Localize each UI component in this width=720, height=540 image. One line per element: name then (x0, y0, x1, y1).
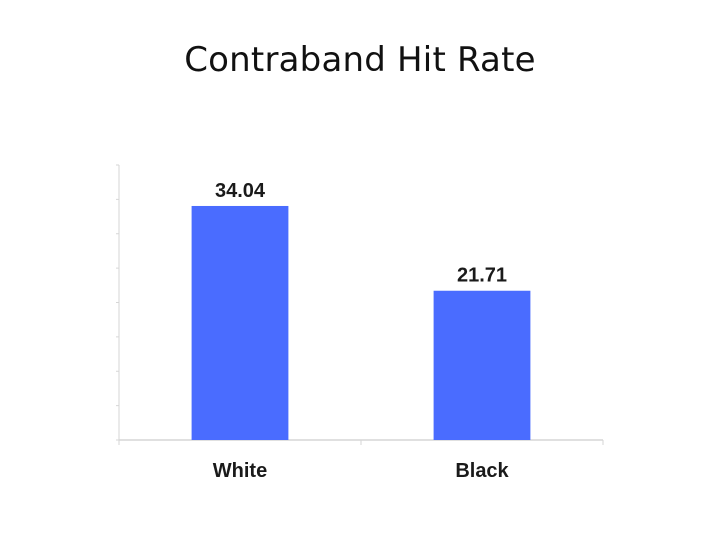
labels: 34.04 White 21.71 Black (213, 180, 510, 482)
x-tick-label-black: Black (455, 460, 509, 482)
x-tick-label-white: White (213, 460, 267, 482)
bar-black (433, 290, 531, 440)
bar-white (191, 205, 289, 440)
bars (191, 205, 531, 440)
chart-title: Contraband Hit Rate (184, 40, 536, 80)
data-label-black: 21.71 (457, 265, 507, 287)
data-label-white: 34.04 (215, 180, 266, 202)
